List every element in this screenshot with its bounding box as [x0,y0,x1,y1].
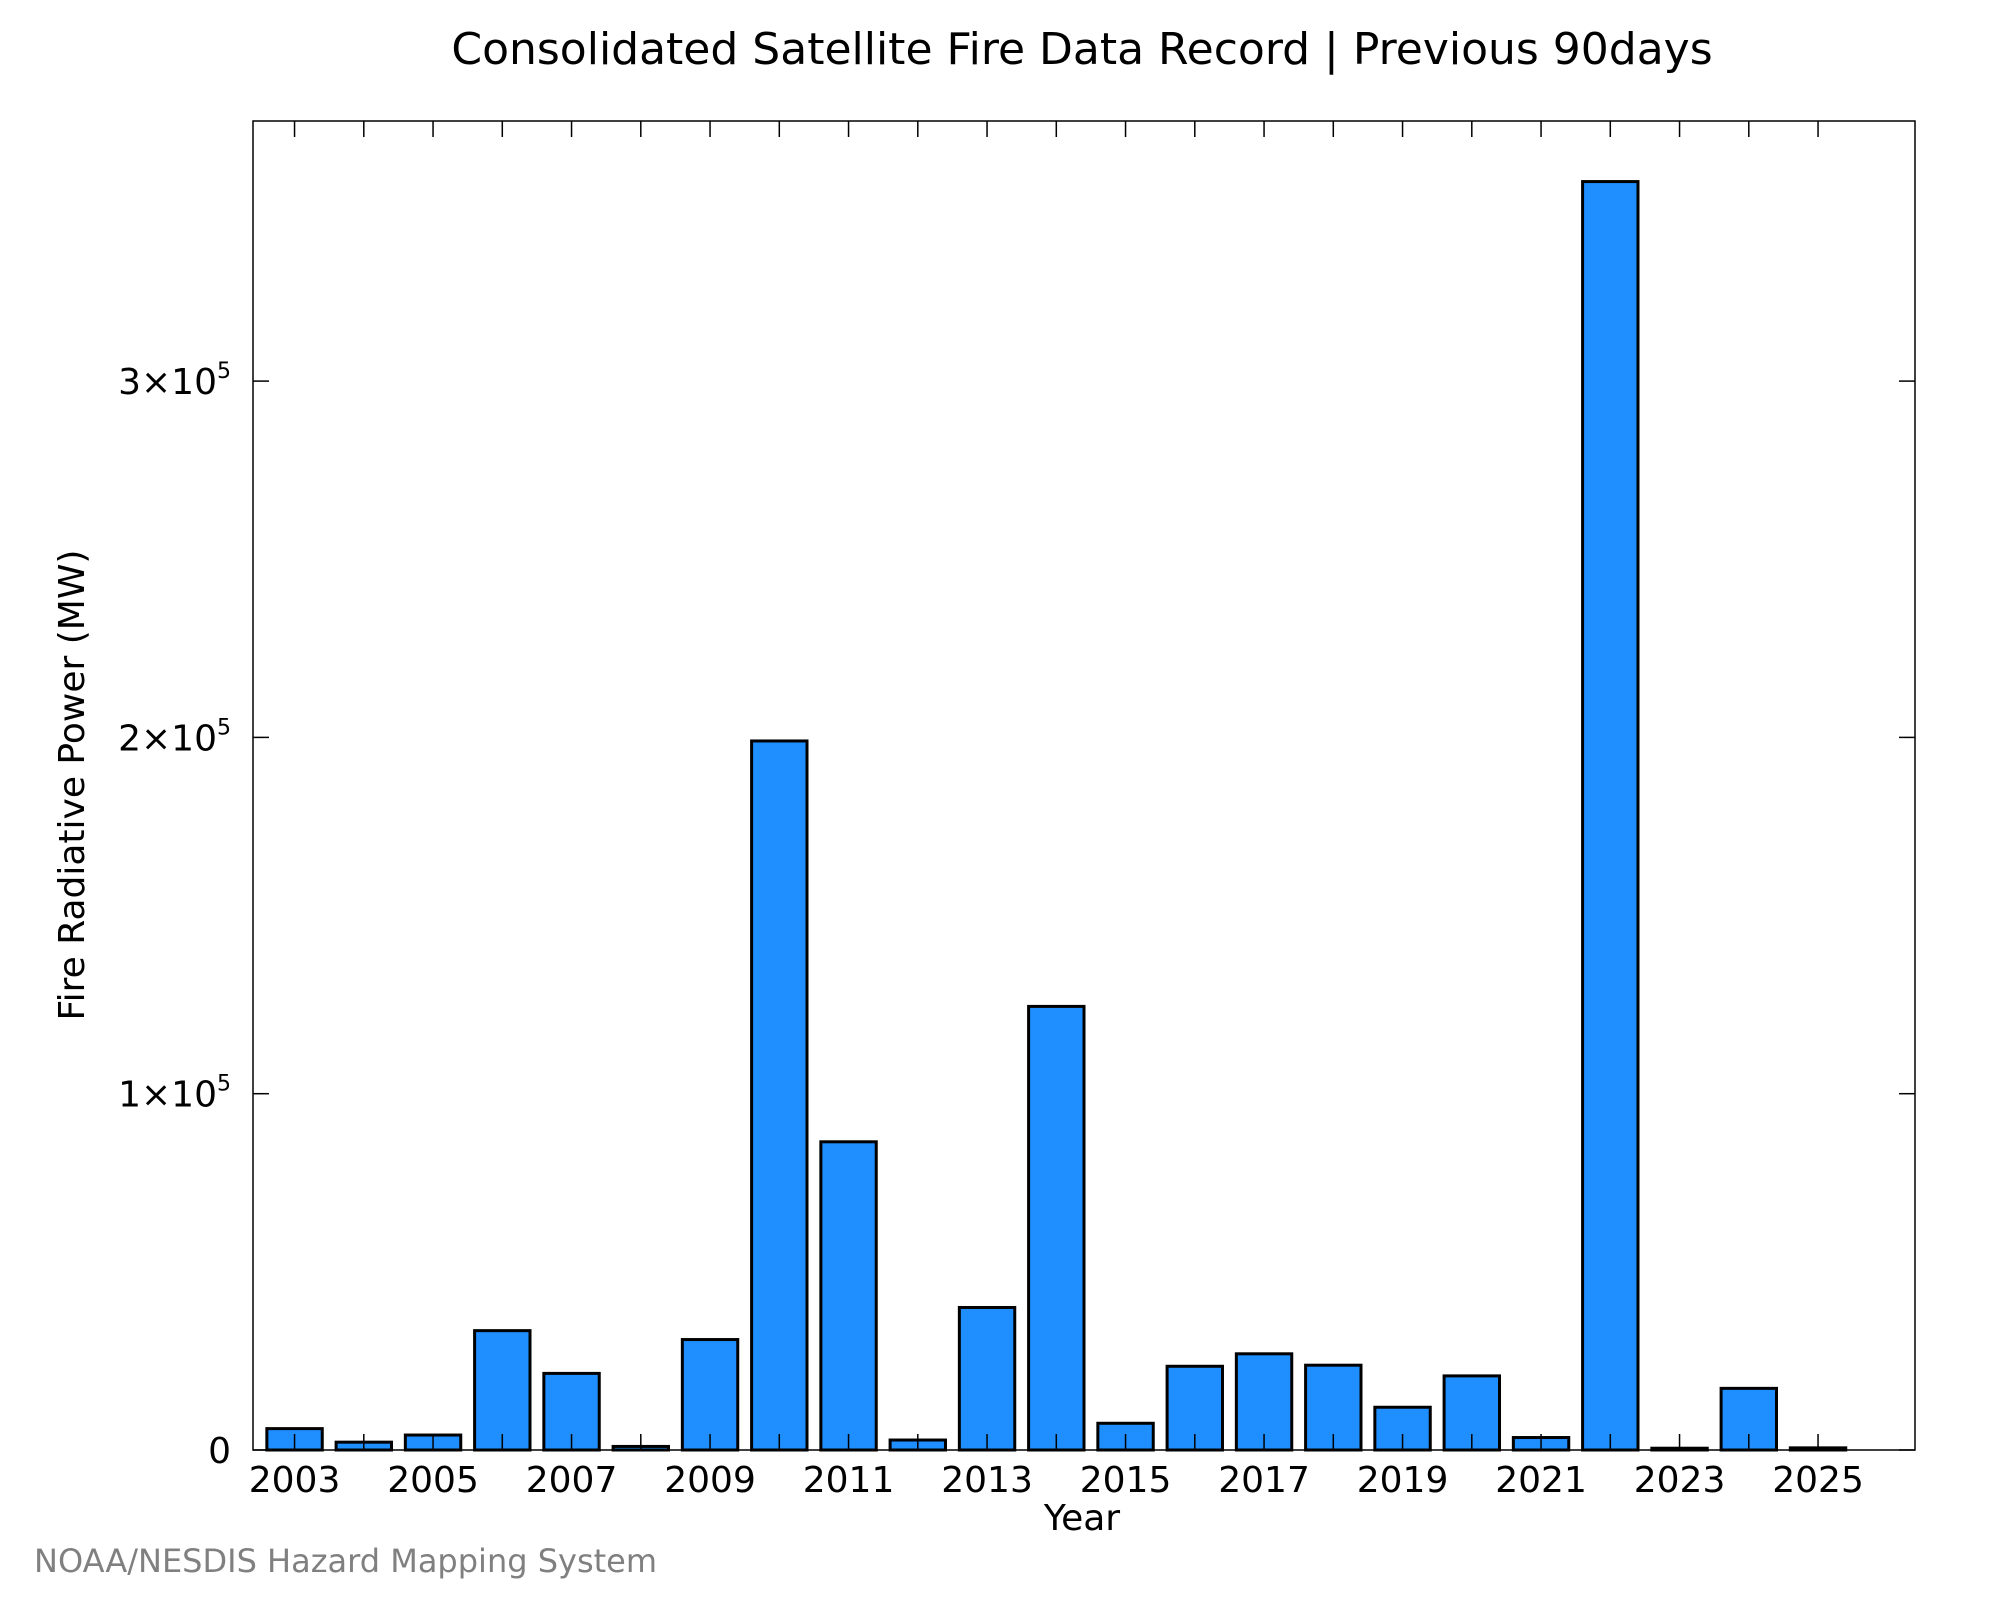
x-tick-label-2019: 2019 [1357,1460,1449,1501]
x-tick-labels: 2003 2005 2007 2009 2011 2013 2015 2017 2019 2021… [249,1460,1864,1501]
y-tick-label: 3×105 [118,359,231,403]
ticks-group [253,121,1915,1451]
x-tick-label-2011: 2011 [803,1460,895,1501]
x-tick-label-2017: 2017 [1218,1460,1310,1501]
x-tick-label-2005: 2005 [387,1460,479,1501]
x-tick-label-2007: 2007 [526,1460,618,1501]
x-tick-label-2015: 2015 [1080,1460,1172,1501]
bar-2013 [957,1305,1017,1452]
y-tick-labels: 0 1×105 2×105 3×105 [118,359,231,1472]
x-tick-label-2003: 2003 [249,1460,341,1501]
x-tick-label-2025: 2025 [1772,1460,1864,1501]
bar-2022 [1581,180,1640,1452]
x-axis-label: Year [1043,1498,1120,1539]
x-tick-label-2009: 2009 [664,1460,756,1501]
chart-title: Consolidated Satellite Fire Data Record … [451,24,1712,75]
y-tick-label: 1×105 [118,1072,231,1116]
y-axis-label: Fire Radiative Power (MW) [52,550,93,1021]
bar-2010 [750,739,809,1452]
x-tick-label-2013: 2013 [941,1460,1033,1501]
plot-frame [252,120,1916,1451]
y-tick-label: 2×105 [118,715,231,759]
x-tick-label-2023: 2023 [1634,1460,1726,1501]
bar-2011 [819,1140,878,1452]
credit-text: NOAA/NESDIS Hazard Mapping System [34,1542,657,1580]
y-tick-label: 0 [208,1431,231,1472]
bar-2014 [1027,1004,1086,1452]
bar-2006 [473,1329,532,1452]
bars-group [265,180,1848,1452]
bar-2009 [680,1338,740,1452]
bar-2017 [1234,1352,1294,1452]
x-tick-label-2021: 2021 [1495,1460,1587,1501]
